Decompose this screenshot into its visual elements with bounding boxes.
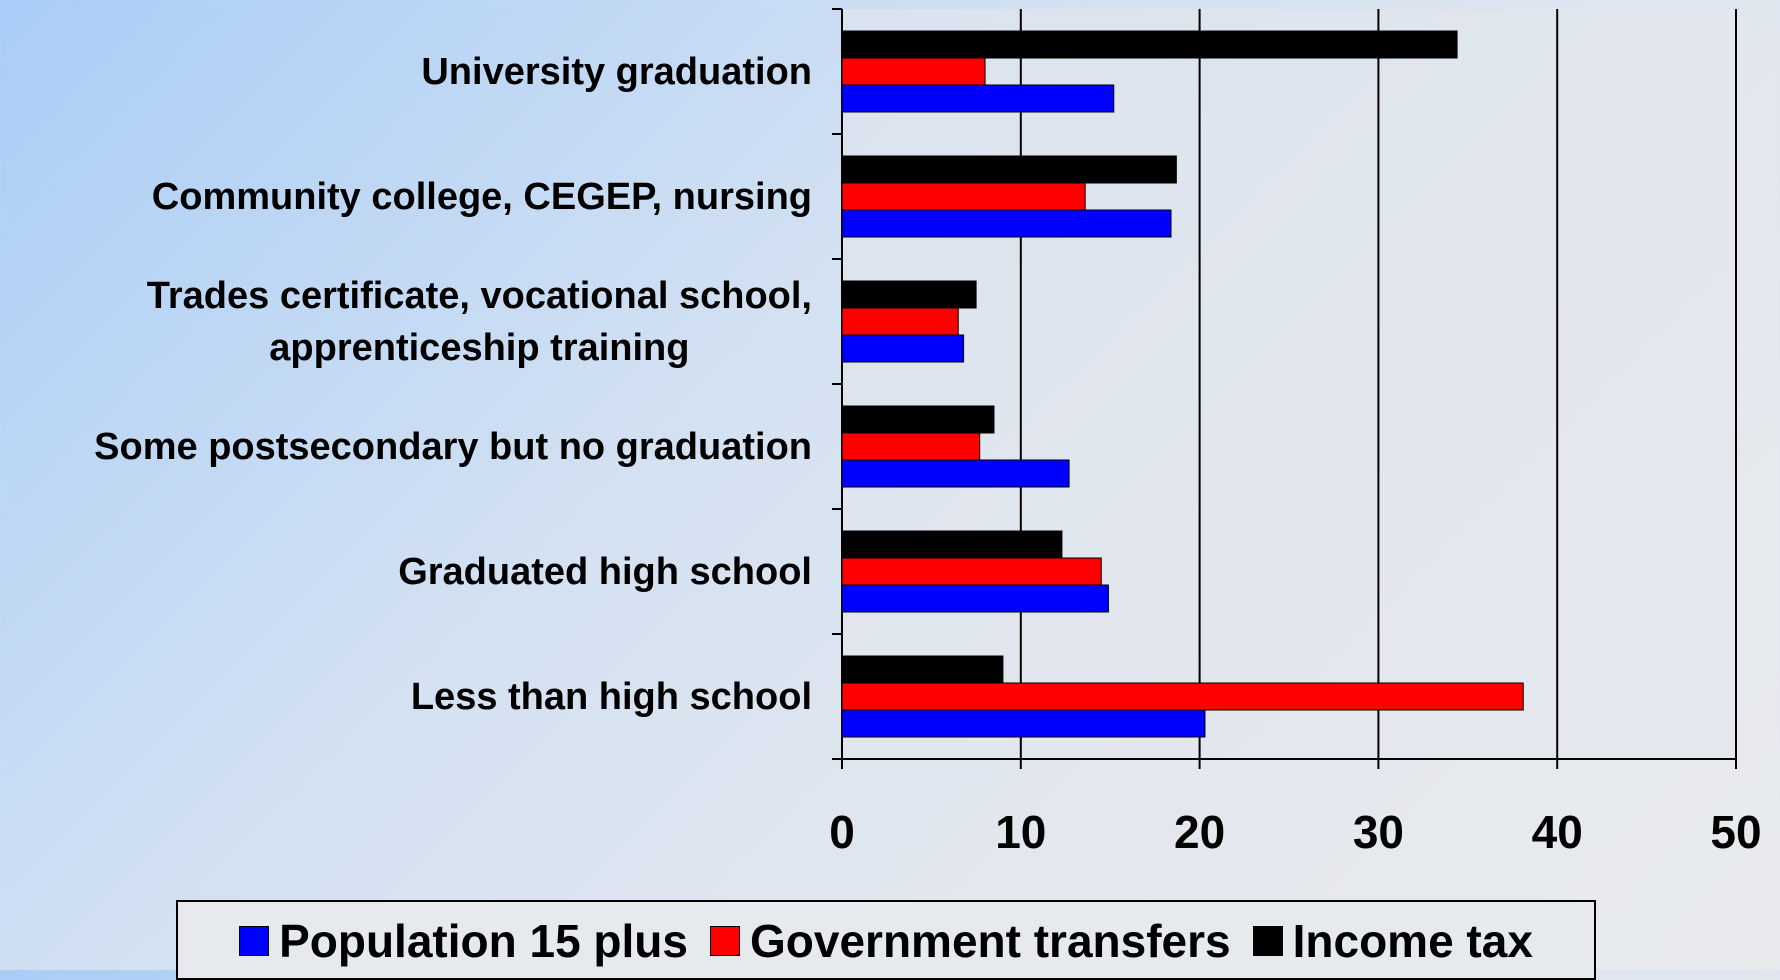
plot-area: [842, 9, 1736, 759]
legend-swatch: [239, 926, 270, 956]
legend-label: Population 15 plus: [279, 915, 688, 967]
category-label: Community college, CEGEP, nursing: [151, 175, 812, 218]
x-tick-label: 40: [1532, 806, 1583, 858]
x-tick-label: 10: [995, 806, 1046, 858]
category-label: Graduated high school: [398, 550, 812, 593]
bar: [841, 709, 1206, 738]
x-tick-label: 0: [829, 806, 855, 858]
bar: [841, 334, 965, 363]
bar: [841, 655, 1004, 684]
bar: [841, 432, 981, 461]
bar: [841, 182, 1086, 211]
x-tick-label: 20: [1174, 806, 1225, 858]
bar: [841, 307, 959, 336]
bar: [841, 57, 986, 86]
legend: Population 15 plus Government transfers In…: [176, 900, 1596, 980]
category-label: Trades certificate, vocational school, a…: [146, 274, 812, 369]
legend-swatch: [1252, 926, 1283, 956]
bar: [841, 209, 1172, 238]
bar: [841, 280, 977, 309]
bar: [841, 584, 1109, 613]
bar: [841, 84, 1115, 113]
x-tick-label: 50: [1710, 806, 1761, 858]
category-label: Some postsecondary but no graduation: [94, 425, 812, 468]
legend-swatch: [710, 926, 740, 956]
bar: [841, 155, 1177, 184]
category-label: Less than high school: [410, 675, 812, 718]
legend-label: Income tax: [1292, 915, 1533, 967]
bar: [841, 459, 1070, 488]
legend-label: Government transfers: [750, 915, 1231, 967]
category-label: University graduation: [421, 50, 812, 93]
bar: [841, 30, 1458, 59]
x-tick-label: 30: [1353, 806, 1404, 858]
bar: [841, 682, 1524, 711]
bar: [841, 557, 1102, 586]
bar: [841, 405, 995, 434]
legend-entry: Population 15 plus: [239, 918, 688, 964]
legend-entry: Government transfers: [710, 918, 1231, 964]
bar: [841, 530, 1063, 559]
legend-entry: Income tax: [1252, 915, 1533, 967]
